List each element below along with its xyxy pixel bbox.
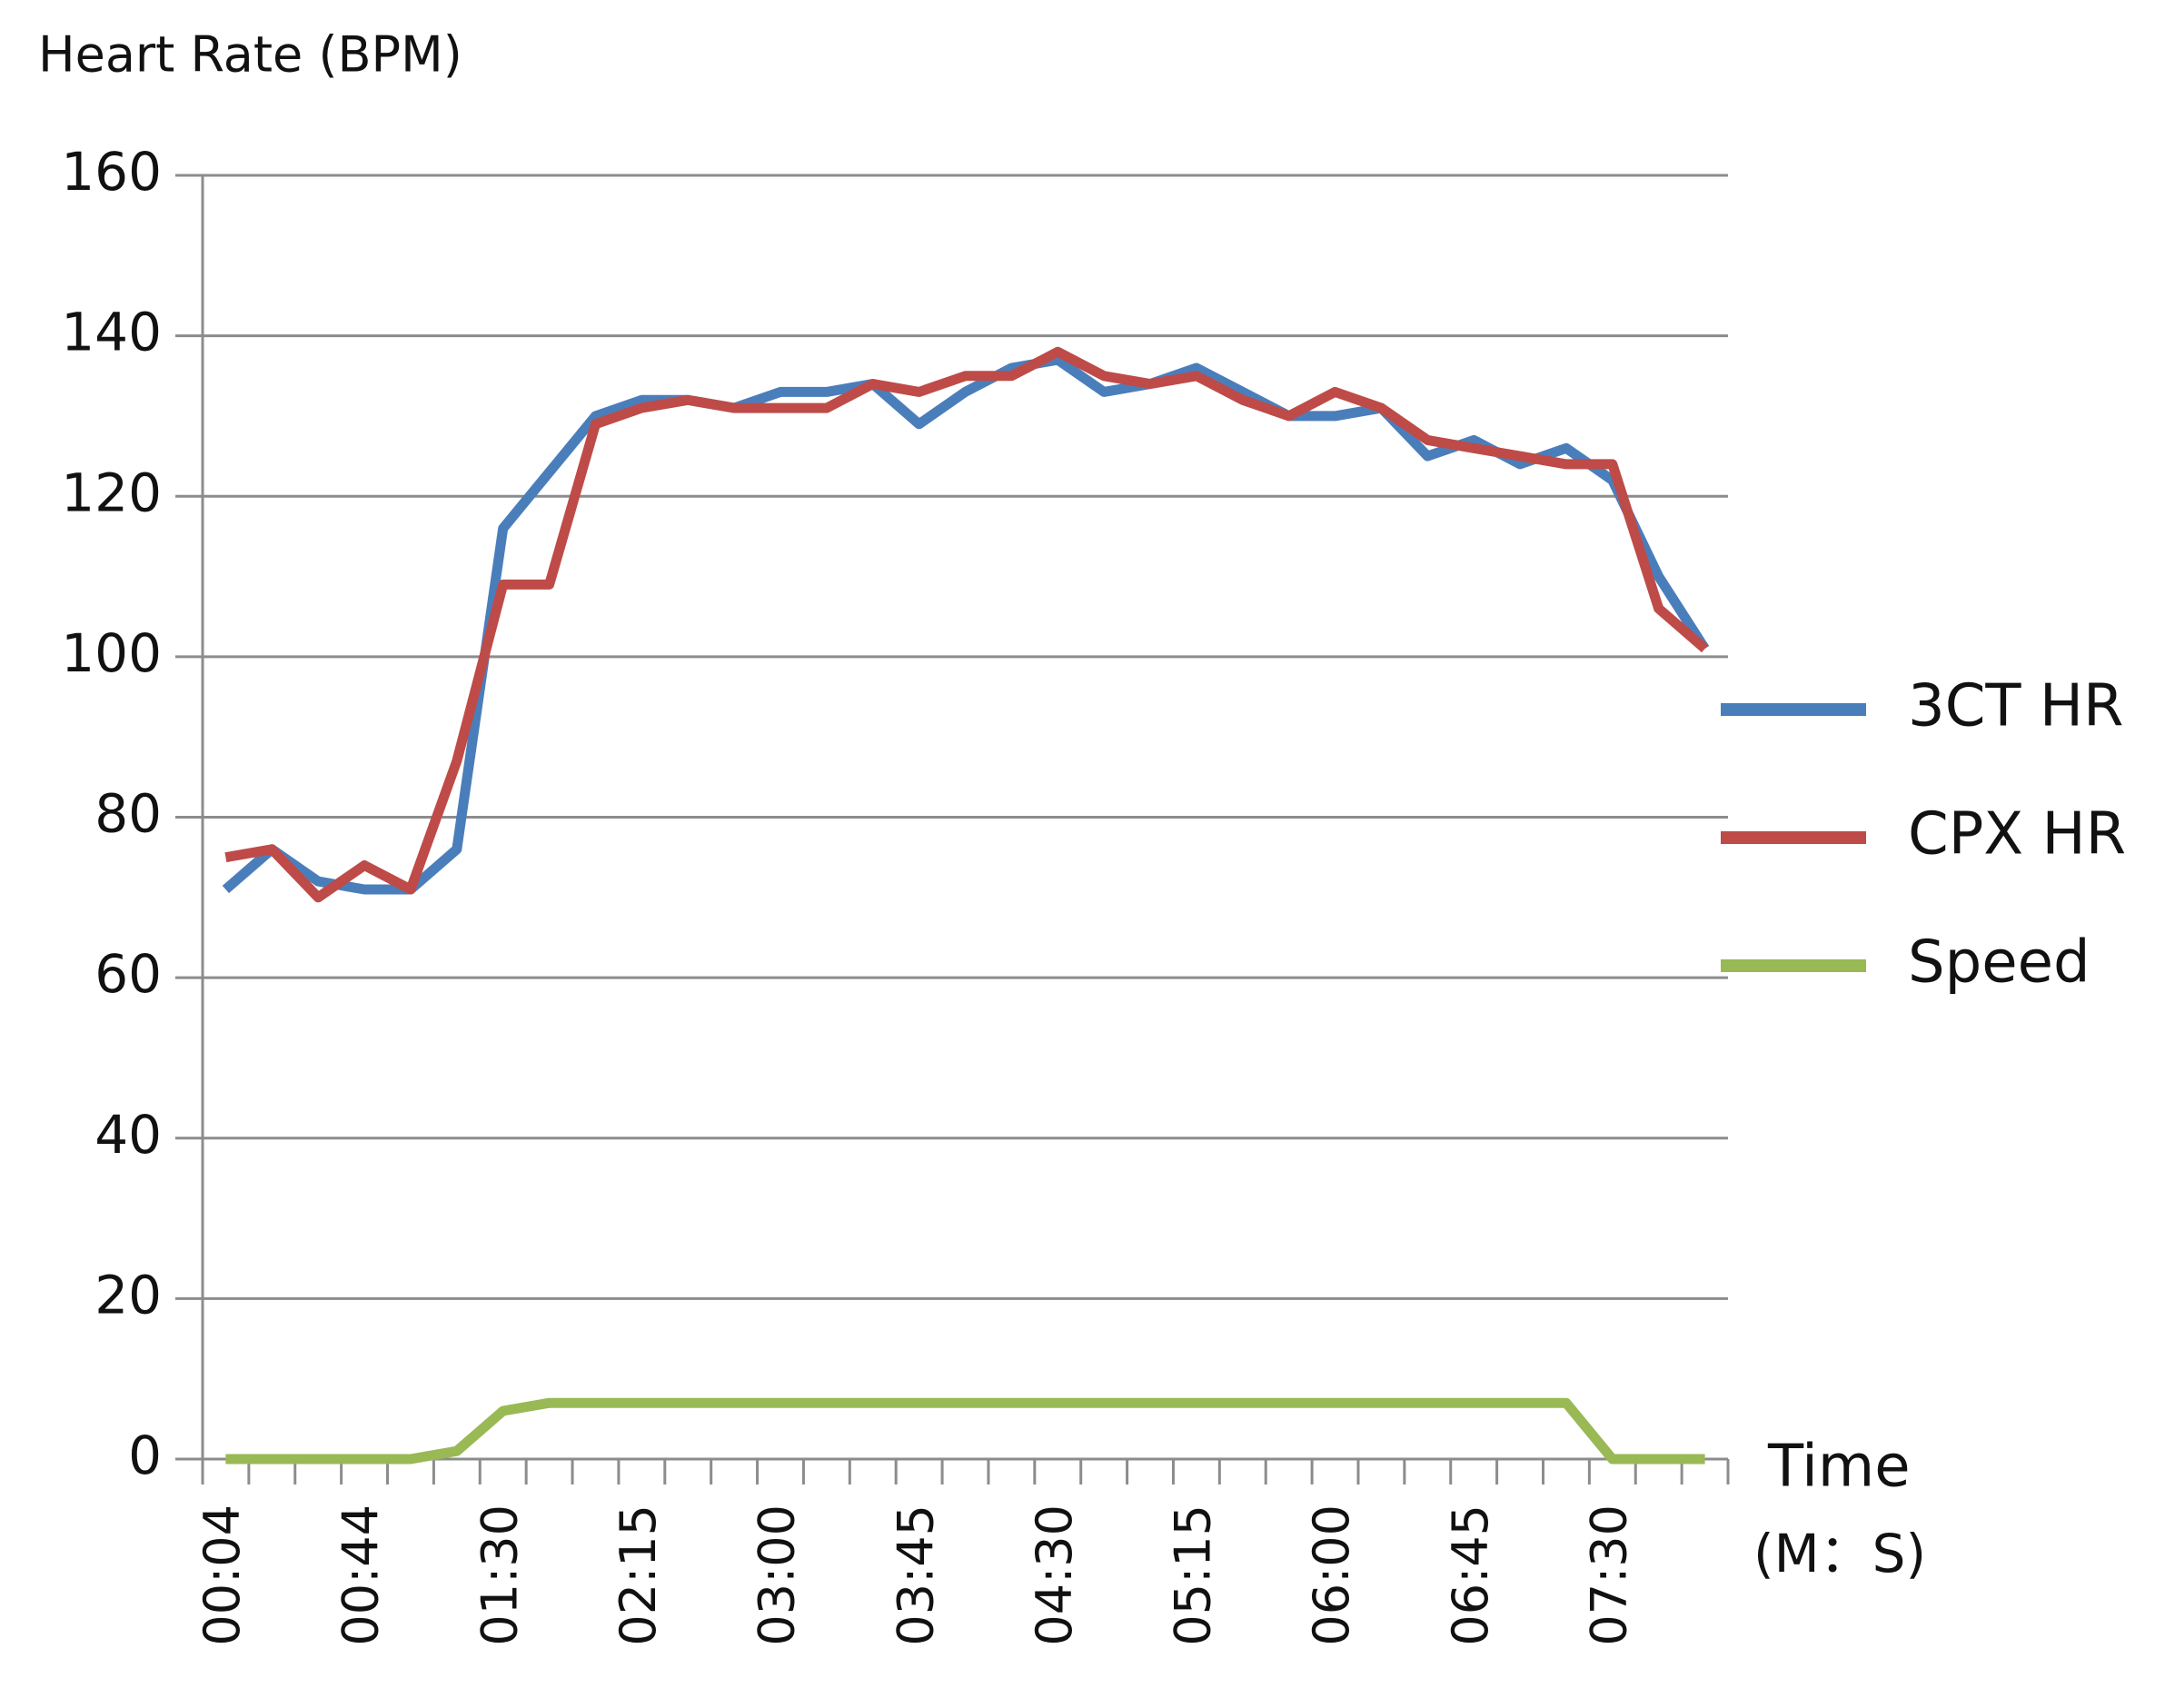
- x-tick-label: 03:45: [887, 1504, 944, 1646]
- y-tick-label: 40: [94, 1104, 162, 1166]
- x-tick-label: 06:45: [1442, 1504, 1499, 1646]
- y-tick-label: 60: [94, 943, 162, 1005]
- x-tick-label: 00:44: [333, 1504, 390, 1646]
- x-tick-label: 06:00: [1303, 1504, 1360, 1646]
- x-axis-label: Time: [1767, 1434, 1911, 1501]
- y-axis-label: Heart Rate (BPM): [38, 26, 462, 84]
- x-tick-label: 07:30: [1580, 1504, 1637, 1646]
- y-tick-label: 140: [61, 302, 162, 363]
- y-tick-label: 120: [61, 462, 162, 523]
- legend-label: 3CT HR: [1908, 673, 2123, 740]
- x-tick-label: 05:15: [1165, 1504, 1222, 1646]
- y-tick-label: 0: [128, 1425, 162, 1486]
- x-axis-unit: (M：S): [1753, 1523, 1926, 1584]
- legend-label: Speed: [1908, 929, 2091, 997]
- series-line: [222, 354, 1710, 895]
- y-tick-label: 100: [61, 622, 162, 684]
- x-tick-label: 01:30: [471, 1504, 528, 1646]
- y-tick-label: 80: [94, 783, 162, 845]
- x-tick-label: 04:30: [1026, 1504, 1083, 1646]
- legend-label: CPX HR: [1908, 801, 2126, 869]
- y-tick-label: 160: [61, 141, 162, 203]
- series-line: [225, 1397, 1705, 1465]
- series-line: [224, 346, 1709, 903]
- x-tick-label: 00:04: [194, 1504, 251, 1646]
- x-tick-label: 02:15: [610, 1504, 667, 1646]
- x-tick-label: 03:00: [749, 1504, 806, 1646]
- y-tick-label: 20: [94, 1264, 162, 1326]
